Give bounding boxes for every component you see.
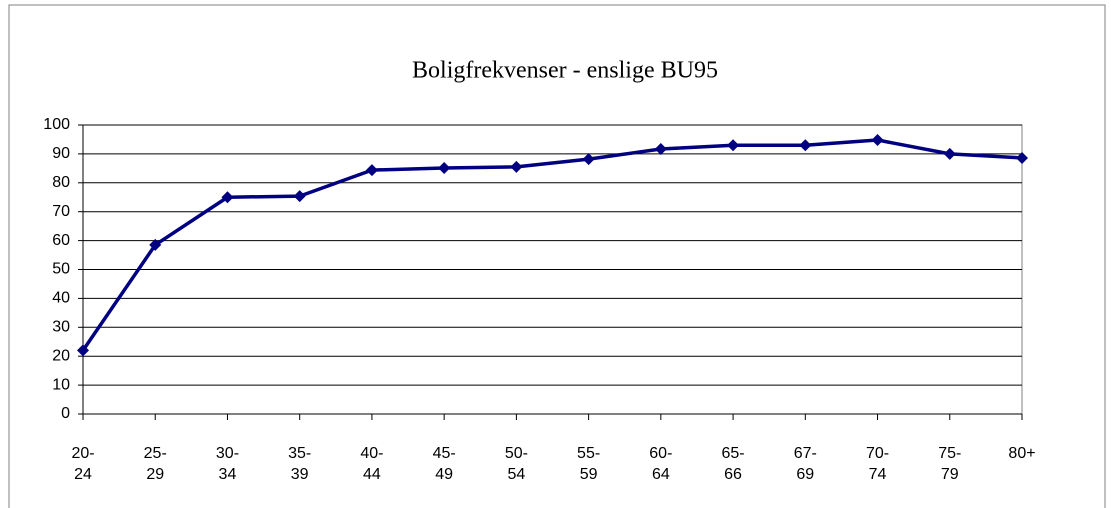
y-tick-label: 40 (52, 290, 70, 307)
marker (221, 191, 234, 204)
line (81, 138, 1023, 352)
x-tick-label: 50-54 (504, 445, 528, 483)
x-tick-label: 75-79 (938, 445, 962, 483)
x-tick-label: 20-24 (71, 445, 95, 483)
marker (654, 142, 667, 155)
x-tick-label: 70-74 (865, 445, 890, 483)
marker (871, 134, 884, 147)
marker (293, 190, 306, 203)
x-tick-label: 45-49 (432, 445, 456, 483)
y-tick-label: 70 (52, 203, 70, 220)
x-tick-label: 35-39 (288, 445, 312, 483)
marker (582, 153, 595, 166)
y-tick-label: 80 (52, 174, 70, 191)
y-tick-label: 30 (52, 319, 70, 336)
marker (943, 147, 956, 160)
marker (1016, 151, 1028, 164)
x-tick-label: 67-69 (793, 445, 817, 483)
x-tick-label: 40-44 (360, 445, 384, 483)
marker (799, 139, 812, 152)
marker (438, 162, 451, 175)
y-tick-label: 60 (52, 232, 70, 249)
y-tick-label: 0 (61, 405, 70, 422)
x-tick-label: 55-59 (577, 445, 601, 483)
x-tick-label: 60-64 (649, 445, 673, 483)
x-tick-label: 80+ (1008, 445, 1036, 462)
marker (510, 160, 523, 173)
x-tick-label: 65-66 (721, 445, 745, 483)
y-tick-label: 50 (52, 261, 70, 278)
y-tick-label: 100 (43, 116, 70, 133)
chart-title: Boligfrekvenser - enslige BU95 (412, 58, 718, 84)
chart-border (8, 4, 1106, 508)
marker (727, 139, 740, 152)
y-tick-label: 10 (52, 376, 70, 393)
y-tick-label: 90 (52, 145, 70, 162)
x-tick-label: 30-34 (215, 445, 240, 483)
marker (365, 164, 378, 177)
y-tick-label: 20 (52, 347, 70, 364)
x-tick-label: 25-29 (143, 445, 167, 483)
marker (77, 344, 89, 357)
marker (149, 238, 162, 251)
